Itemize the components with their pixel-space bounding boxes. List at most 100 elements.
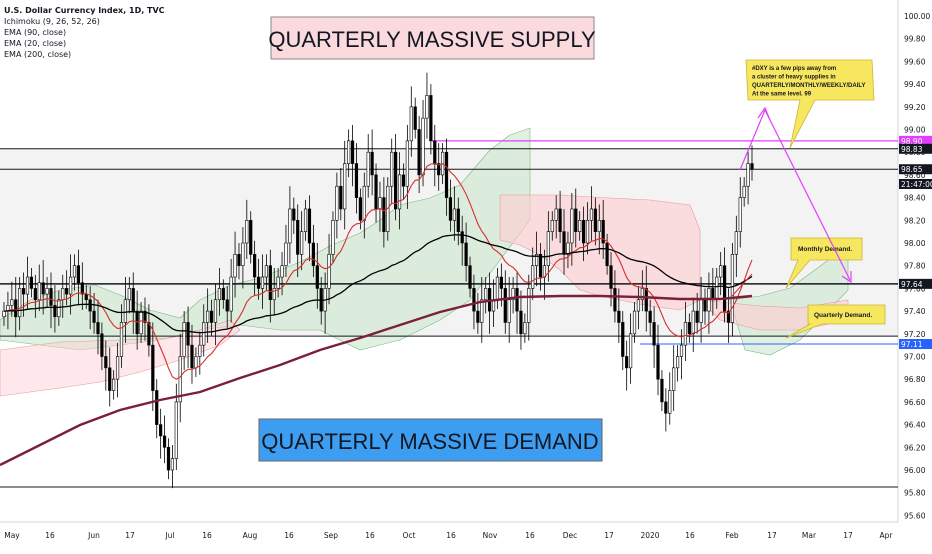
candle-body	[358, 197, 362, 221]
chart-legend: U.S. Dollar Currency Index, 1D, TVC Ichi…	[4, 5, 165, 60]
candle-body	[589, 208, 594, 221]
candle	[96, 299, 100, 355]
candle	[41, 260, 45, 315]
candle	[722, 247, 727, 323]
candle	[100, 322, 104, 371]
candle-body	[61, 288, 65, 301]
candle-body	[397, 174, 402, 210]
candle	[233, 231, 237, 298]
candle-body	[96, 322, 100, 335]
candle-body	[538, 254, 543, 278]
candle	[691, 297, 695, 352]
candle-body	[574, 208, 578, 232]
candle	[636, 286, 641, 330]
candle	[33, 274, 37, 318]
price-tag-label: 97.64	[901, 280, 923, 289]
candle-body	[468, 265, 472, 289]
candle-body	[335, 185, 339, 221]
candle-body	[750, 163, 754, 170]
candle-body	[206, 310, 210, 323]
y-tick-label: 98.60	[904, 171, 926, 180]
candle-body	[166, 446, 171, 471]
note-text: a cluster of heavy supplies in	[752, 75, 836, 81]
candle-body	[162, 435, 167, 448]
candle-body	[648, 310, 652, 323]
candle-body	[527, 288, 531, 323]
candle-body	[546, 231, 550, 266]
candle-body	[151, 344, 155, 391]
candle-body	[276, 276, 280, 289]
x-tick-label: 2020	[640, 531, 659, 540]
candle	[213, 283, 218, 346]
candle	[350, 124, 355, 187]
candle	[656, 324, 660, 396]
candle-body	[245, 220, 249, 244]
candle	[582, 206, 586, 262]
candle-body	[174, 401, 178, 459]
price-tag-label: 97.11	[901, 340, 923, 349]
supply-box	[270, 16, 595, 60]
candle	[558, 190, 562, 243]
candle	[750, 145, 754, 181]
candle-body	[668, 390, 672, 414]
candle-body	[213, 299, 218, 323]
candle-body	[746, 163, 750, 187]
candle	[675, 345, 680, 382]
candle-body	[108, 367, 112, 391]
candle-body	[25, 276, 30, 295]
candle	[339, 168, 343, 221]
candle-body	[715, 276, 719, 301]
candle	[296, 204, 300, 278]
candle	[155, 379, 159, 439]
candle-body	[104, 356, 108, 369]
candle	[570, 193, 574, 266]
candle	[104, 340, 108, 391]
candle	[229, 258, 233, 323]
candle	[472, 274, 476, 330]
note-callout	[745, 59, 875, 149]
candle	[292, 197, 296, 234]
candle-body	[202, 322, 206, 346]
candle	[730, 243, 735, 337]
candle-body	[29, 276, 34, 289]
projection-arrowhead-down	[841, 271, 852, 284]
candle	[139, 302, 143, 343]
candle-body	[80, 282, 84, 295]
indicator-ema20: EMA (20, close)	[4, 39, 67, 48]
candle-body	[695, 310, 699, 323]
candle-body	[413, 106, 417, 130]
candle	[14, 277, 18, 338]
candle-body	[394, 151, 398, 210]
y-tick-label: 100.00	[904, 12, 930, 21]
candle-body	[170, 458, 174, 471]
candle-body	[190, 344, 194, 369]
x-tick-label: Sep	[324, 531, 338, 540]
candle-body	[605, 242, 609, 267]
candle-body	[523, 322, 527, 335]
candle-body	[147, 322, 151, 346]
candle	[300, 211, 304, 271]
candle-body	[49, 288, 53, 306]
candle	[621, 311, 625, 371]
y-tick-label: 95.80	[904, 489, 926, 498]
price-tag-label: 98.90	[901, 137, 923, 146]
candle	[746, 149, 750, 205]
candle-body	[593, 208, 597, 232]
candle	[358, 188, 362, 230]
candle-body	[339, 185, 343, 210]
candle-body	[115, 356, 120, 380]
candle-body	[331, 220, 335, 255]
candle-body	[72, 265, 77, 278]
candle	[409, 86, 413, 157]
trend-arrow	[731, 273, 753, 297]
candle	[468, 256, 472, 298]
candle	[437, 143, 441, 191]
candle-body	[366, 151, 370, 187]
price-tag	[899, 135, 932, 146]
candle-body	[738, 197, 742, 232]
candle	[734, 215, 738, 278]
y-tick-label: 97.60	[904, 284, 926, 293]
candle	[225, 286, 229, 330]
candle-body	[112, 378, 116, 391]
